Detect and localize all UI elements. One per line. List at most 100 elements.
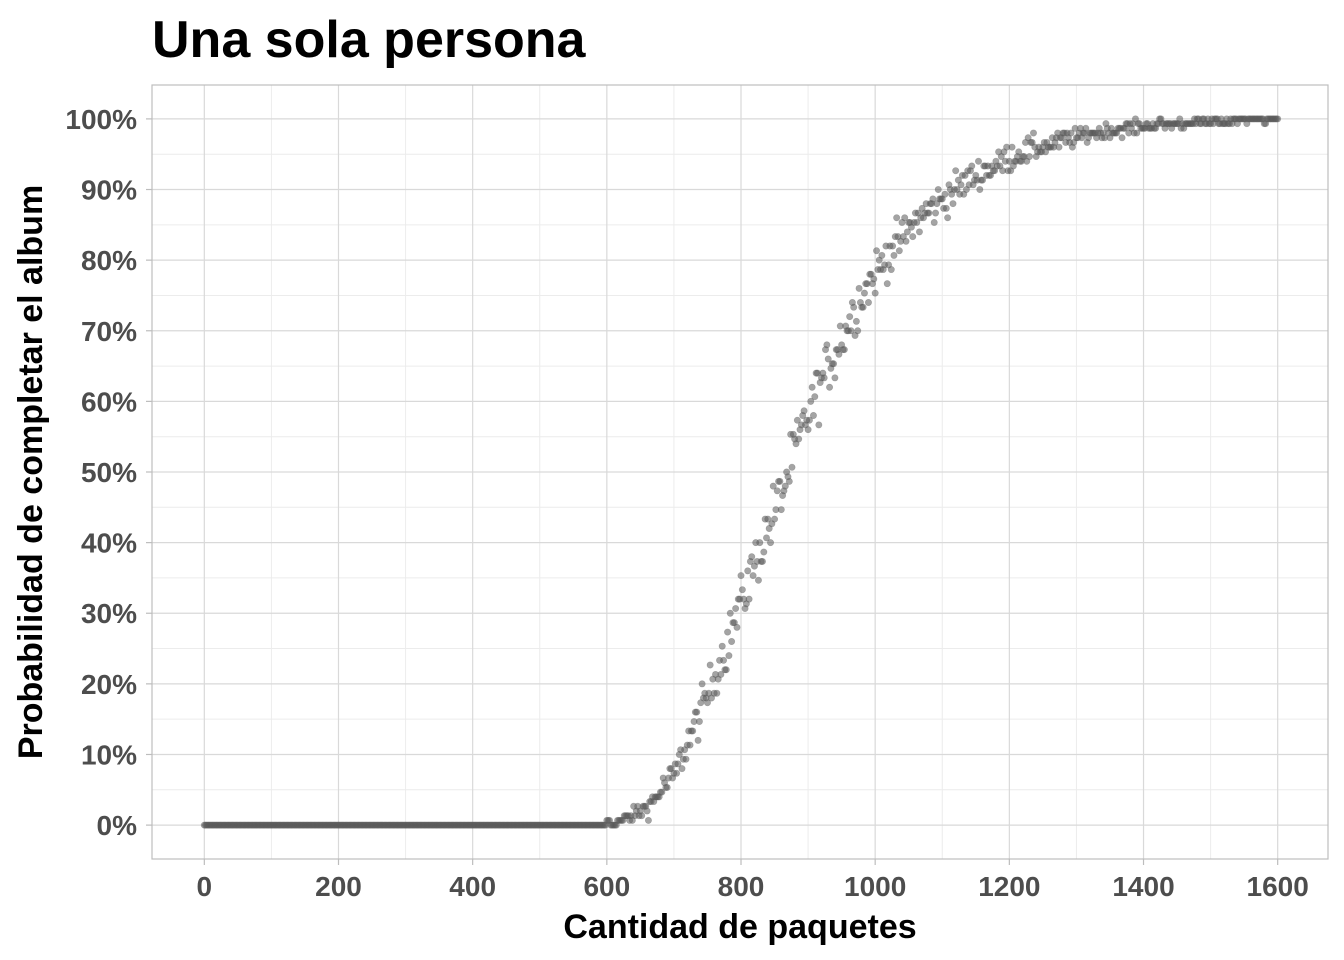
data-point (870, 275, 878, 283)
data-point (728, 637, 736, 645)
data-point (781, 482, 789, 490)
data-point (823, 341, 831, 349)
data-point (840, 346, 848, 354)
data-point (1133, 129, 1141, 137)
data-point (717, 670, 725, 678)
data-point (944, 214, 952, 222)
data-point (835, 350, 843, 358)
data-point (673, 769, 681, 777)
data-point (915, 228, 923, 236)
data-point (644, 816, 652, 824)
x-tick-label: 600 (583, 871, 630, 902)
data-point (903, 228, 911, 236)
data-point (777, 506, 785, 514)
data-point (1008, 143, 1016, 151)
y-tick-label: 50% (81, 457, 137, 488)
data-point (689, 727, 697, 735)
data-point (890, 251, 898, 259)
data-point (745, 595, 753, 603)
data-point (663, 783, 671, 791)
data-point (942, 204, 950, 212)
chart-title: Una sola persona (152, 11, 587, 69)
data-point (726, 609, 734, 617)
data-point (889, 242, 897, 250)
data-point (695, 718, 703, 726)
y-tick-label: 20% (81, 669, 137, 700)
data-point (826, 383, 834, 391)
data-point (1015, 148, 1023, 156)
data-point (824, 355, 832, 363)
data-point (769, 482, 777, 490)
x-tick-label: 0 (197, 871, 213, 902)
data-point (901, 214, 909, 222)
data-point (893, 214, 901, 222)
y-tick-label: 60% (81, 386, 137, 417)
data-point (807, 397, 815, 405)
data-point (941, 190, 949, 198)
data-point (1067, 129, 1075, 137)
data-point (749, 572, 757, 580)
data-point (658, 788, 666, 796)
data-point (968, 162, 976, 170)
x-tick-label: 1200 (978, 871, 1040, 902)
data-point (713, 689, 721, 697)
data-point (694, 736, 702, 744)
data-point (638, 812, 646, 820)
data-point (724, 628, 732, 636)
data-point (773, 487, 781, 495)
data-point (1274, 115, 1282, 123)
data-point (949, 200, 957, 208)
data-point (902, 237, 910, 245)
data-point (754, 576, 762, 584)
data-point (722, 666, 730, 674)
x-tick-label: 200 (315, 871, 362, 902)
data-points (200, 115, 1282, 829)
data-point (698, 680, 706, 688)
x-tick-label: 1600 (1247, 871, 1309, 902)
data-point (929, 195, 937, 203)
data-point (878, 251, 886, 259)
data-point (909, 233, 917, 241)
data-point (762, 534, 770, 542)
data-point (718, 642, 726, 650)
data-point (674, 760, 682, 768)
x-axis-ticks: 0 200 400 600 800 1000 1200 1400 1600 (197, 859, 1309, 902)
data-point (793, 416, 801, 424)
data-point (737, 572, 745, 580)
data-point (706, 661, 714, 669)
data-point (1055, 143, 1063, 151)
x-tick-label: 400 (449, 871, 496, 902)
data-point (957, 181, 965, 189)
data-point (852, 317, 860, 325)
data-point (804, 426, 812, 434)
data-point (703, 699, 711, 707)
data-point (756, 539, 764, 547)
data-point (805, 416, 813, 424)
data-point (934, 186, 942, 194)
data-point (748, 553, 756, 561)
data-point (758, 557, 766, 565)
data-point (815, 421, 823, 429)
data-point (771, 515, 779, 523)
data-point (873, 247, 881, 255)
data-point (776, 477, 784, 485)
data-point (976, 186, 984, 194)
y-tick-label: 10% (81, 739, 137, 770)
data-point (854, 327, 862, 335)
data-point (682, 755, 690, 763)
data-point (925, 209, 933, 217)
data-point (850, 303, 858, 311)
data-point (1082, 124, 1090, 132)
data-point (643, 807, 651, 815)
data-point (820, 374, 828, 382)
y-tick-label: 70% (81, 316, 137, 347)
y-tick-label: 0% (97, 810, 138, 841)
data-point (847, 327, 855, 335)
x-tick-label: 1400 (1112, 871, 1174, 902)
data-point (767, 539, 775, 547)
data-point (871, 289, 879, 297)
data-point (800, 407, 808, 415)
data-point (785, 477, 793, 485)
data-point (760, 548, 768, 556)
data-point (859, 303, 867, 311)
